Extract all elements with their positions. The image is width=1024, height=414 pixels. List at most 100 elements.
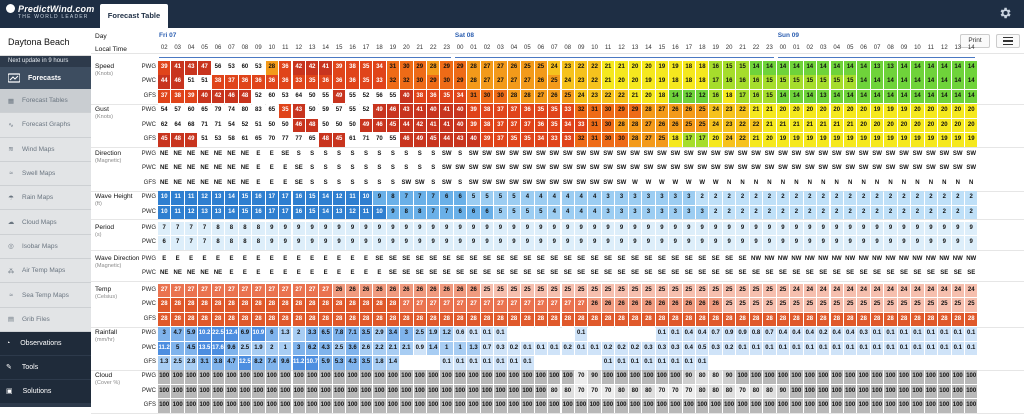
forecast-cell: W [628,176,642,191]
forecast-cell: 27 [198,283,211,298]
forecast-cell: 27 [440,298,453,312]
forecast-cell: 15 [305,205,319,219]
forecast-cell: 100 [965,370,978,384]
forecast-cell: 11 [171,205,184,219]
forecast-cell: 9 [279,221,292,236]
forecast-cell: 28 [265,61,279,75]
forecast-cell [427,356,440,370]
sidebar-item-isobar-maps[interactable]: ◎ Isobar Maps [0,235,91,260]
forecast-cell: 100 [897,384,911,399]
sidebar-item-solutions[interactable]: ▣ Solutions [0,379,91,404]
forecast-cell: 100 [628,370,642,384]
forecast-cell [548,327,561,341]
forecast-cell: 33 [561,104,574,118]
forecast-cell: 100 [467,384,480,399]
forecast-cell: 17 [279,191,292,205]
forecast-cell: 4.7 [171,327,184,341]
location-title[interactable]: Daytona Beach [0,28,91,56]
forecast-cell: 26 [669,104,682,118]
forecast-cell: 2 [803,191,817,205]
forecast-cell: 28 [642,104,655,118]
forecast-cell: 28 [494,312,507,327]
forecast-cell: SE [870,267,884,281]
forecast-cell: 0.1 [480,356,494,370]
forecast-cell: 64 [292,89,305,104]
forecast-cell: 19 [870,133,884,147]
sidebar-item-forecast-tables[interactable]: ▦ Forecast Tables [0,89,91,114]
forecast-cell: 27 [158,283,171,298]
forecast-cell: S [346,162,359,176]
print-button[interactable]: Print [960,34,990,48]
forecast-cell: 18 [682,75,695,89]
forecast-cell: 35 [548,104,561,118]
forecast-cell: 74 [225,104,238,118]
sidebar-item-cloud-maps[interactable]: ☁ Cloud Maps [0,210,91,235]
forecast-cell: 25 [534,283,548,298]
forecast-cell: 0.1 [440,356,453,370]
forecast-cell: 13 [198,205,211,219]
forecast-cell: 0.3 [857,327,870,341]
forecast-cell: E [211,252,225,267]
forecast-cell: SW [709,162,722,176]
day-header: Fri 07 [159,32,177,39]
forecast-cell: 35 [548,118,561,133]
sidebar-item-observations[interactable]: ◔ Observations [0,331,91,356]
sidebar-item-sea-temp-maps[interactable]: ≈ Sea Temp Maps [0,283,91,308]
hour-label: 23 [766,45,773,51]
forecast-cell: S [413,147,426,162]
forecast-cell: 6.2 [305,341,319,356]
sidebar-item-rain-maps[interactable]: ☂ Rain Maps [0,186,91,211]
forecast-cell: 50 [346,118,359,133]
forecast-cell: 21 [843,118,857,133]
forecast-cell: N [951,176,964,191]
forecast-cell: 100 [252,384,265,399]
forecast-cell: 40 [400,89,413,104]
forecast-cell: 0.3 [642,341,655,356]
sidebar-item-air-temp-maps[interactable]: ⁂ Air Temp Maps [0,259,91,284]
forecast-cell: 1.9 [252,341,265,356]
forecast-cell: 11.2 [292,356,305,370]
nav-forecasts[interactable]: Forecasts [0,67,91,89]
forecast-cell [507,327,521,341]
forecast-cell: 26 [507,61,521,75]
forecast-cell: SW [776,147,790,162]
forecast-cell: 5 [171,341,184,356]
forecast-cell: 100 [238,399,252,413]
model-label: PWC [142,121,156,128]
menu-button[interactable] [996,34,1020,48]
logo[interactable]: PredictWind.com THE WORLD LEADER [6,4,94,20]
sidebar-item-wind-maps[interactable]: ≋ Wind Maps [0,138,91,162]
row-group-label: Gust [95,106,109,114]
forecast-cell: 28 [507,312,521,327]
forecast-cell: 0.1 [951,341,964,356]
forecast-cell: 10.9 [252,327,265,341]
forecast-cell: S [453,176,467,191]
forecast-cell: 25 [870,298,884,312]
forecast-cell: 48 [238,89,252,104]
tab-forecast-table[interactable]: Forecast Table [100,4,168,28]
sidebar-item-forecast-graphs[interactable]: ∿ Forecast Graphs [0,113,91,138]
sidebar-item-tools[interactable]: ✎ Tools [0,355,91,380]
forecast-cell: 41 [427,118,440,133]
forecast-cell: SE [897,267,911,281]
forecast-cell: NW [897,252,911,267]
forecast-cell: E [158,252,171,267]
forecast-cell: 55 [346,104,359,118]
sidebar-item-grib-files[interactable]: ▤ Grib Files [0,308,91,332]
gear-icon[interactable] [998,6,1012,20]
forecast-cell: 28 [238,312,252,327]
forecast-cell: 2 [843,191,857,205]
forecast-cell: SE [830,267,843,281]
forecast-cell: 14 [938,75,951,89]
forecast-cell: 33 [548,133,561,147]
forecast-cell: 100 [198,370,211,384]
sidebar-item-swell-maps[interactable]: ≈ Swell Maps [0,162,91,187]
forecast-cell: 1.8 [373,356,386,370]
forecast-cell: 26 [682,298,695,312]
forecast-cell: NE [211,176,225,191]
forecast-cell: 100 [467,370,480,384]
hour-label: 15 [335,45,343,51]
forecast-cell: 3 [628,191,642,205]
hour-label: 00 [779,45,787,51]
forecast-cell: 100 [171,399,184,413]
